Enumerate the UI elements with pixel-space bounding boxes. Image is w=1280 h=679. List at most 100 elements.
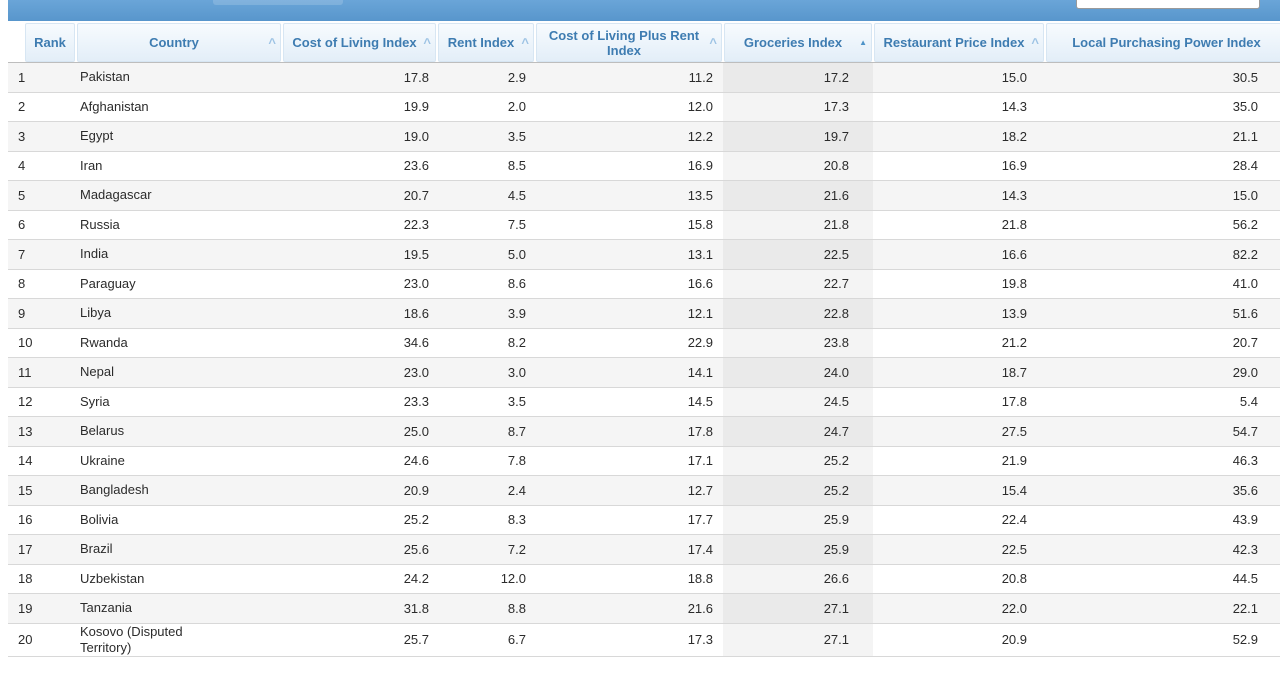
- sort-caret-icon: ^: [521, 34, 529, 50]
- value-cell: 3.5: [437, 387, 535, 417]
- value-cell: 16.6: [535, 269, 723, 299]
- value-cell: 30.5: [1045, 62, 1280, 93]
- value-cell: 28.4: [1045, 151, 1280, 181]
- column-header-cost-of-living-plus-rent-index[interactable]: Cost of Living Plus Rent Index ^: [535, 22, 723, 63]
- value-cell: 8.3: [437, 505, 535, 535]
- value-cell: 6.7: [437, 623, 535, 657]
- value-cell: 29.0: [1045, 357, 1280, 388]
- toolbar-control-clipped: [213, 0, 343, 5]
- country-cell: Syria: [76, 387, 282, 417]
- value-cell: 7.2: [437, 534, 535, 565]
- value-cell: 3.0: [437, 357, 535, 388]
- value-cell: 20.7: [282, 180, 437, 211]
- value-cell: 22.5: [873, 534, 1045, 565]
- value-cell: 82.2: [1045, 239, 1280, 270]
- value-cell: 24.7: [723, 416, 873, 447]
- sort-caret-icon: ^: [1031, 34, 1039, 50]
- value-cell: 19.0: [282, 121, 437, 152]
- rank-cell: 3: [8, 121, 76, 152]
- value-cell: 31.8: [282, 593, 437, 624]
- value-cell: 12.2: [535, 121, 723, 152]
- country-name: Rwanda: [80, 334, 128, 350]
- value-cell: 15.0: [1045, 180, 1280, 211]
- value-cell: 12.0: [535, 92, 723, 122]
- rank-cell: 1: [8, 62, 76, 93]
- country-cell: Madagascar: [76, 180, 282, 211]
- table-row: 8 Paraguay 23.0 8.6 16.6 22.7 19.8 41.0: [8, 269, 1280, 299]
- value-cell: 22.9: [535, 328, 723, 358]
- value-cell: 21.8: [873, 210, 1045, 240]
- value-cell: 17.4: [535, 534, 723, 565]
- rank-cell: 17: [8, 534, 76, 565]
- table-row: 4 Iran 23.6 8.5 16.9 20.8 16.9 28.4: [8, 151, 1280, 181]
- table-row: 18 Uzbekistan 24.2 12.0 18.8 26.6 20.8 44.5: [8, 564, 1280, 594]
- value-cell: 17.3: [723, 92, 873, 122]
- value-cell: 23.0: [282, 357, 437, 388]
- rank-cell: 10: [8, 328, 76, 358]
- table-row: 7 India 19.5 5.0 13.1 22.5 16.6 82.2: [8, 239, 1280, 270]
- value-cell: 21.2: [873, 328, 1045, 358]
- country-cell: Russia: [76, 210, 282, 240]
- country-name: Madagascar: [80, 187, 152, 203]
- value-cell: 23.0: [282, 269, 437, 299]
- column-header-rent-index[interactable]: Rent Index ^: [437, 22, 535, 63]
- value-cell: 5.0: [437, 239, 535, 270]
- value-cell: 23.8: [723, 328, 873, 358]
- table-row: 13 Belarus 25.0 8.7 17.8 24.7 27.5 54.7: [8, 416, 1280, 447]
- rank-cell: 4: [8, 151, 76, 181]
- sort-caret-icon: ^: [709, 34, 717, 50]
- value-cell: 20.8: [873, 564, 1045, 594]
- table-body: 1 Pakistan 17.8 2.9 11.2 17.2 15.0 30.5 2 Afghani…: [8, 62, 1280, 657]
- column-header-groceries-index[interactable]: Groceries Index ▲: [723, 22, 873, 63]
- value-cell: 17.8: [535, 416, 723, 447]
- value-cell: 42.3: [1045, 534, 1280, 565]
- value-cell: 35.6: [1045, 475, 1280, 506]
- table-filter-input[interactable]: [1076, 0, 1260, 9]
- value-cell: 25.7: [282, 623, 437, 657]
- value-cell: 25.2: [723, 475, 873, 506]
- value-cell: 24.6: [282, 446, 437, 476]
- value-cell: 22.4: [873, 505, 1045, 535]
- value-cell: 2.0: [437, 92, 535, 122]
- value-cell: 16.9: [873, 151, 1045, 181]
- value-cell: 34.6: [282, 328, 437, 358]
- column-header-cost-of-living-index[interactable]: Cost of Living Index ^: [282, 22, 437, 63]
- rank-cell: 5: [8, 180, 76, 211]
- country-name: Iran: [80, 157, 103, 173]
- value-cell: 7.5: [437, 210, 535, 240]
- table-row: 17 Brazil 25.6 7.2 17.4 25.9 22.5 42.3: [8, 534, 1280, 565]
- value-cell: 19.7: [723, 121, 873, 152]
- value-cell: 12.0: [437, 564, 535, 594]
- table-header: Rank Country ^ Cost of Living Index ^ Re…: [8, 22, 1280, 63]
- table-row: 9 Libya 18.6 3.9 12.1 22.8 13.9 51.6: [8, 298, 1280, 329]
- value-cell: 20.9: [282, 475, 437, 506]
- value-cell: 25.2: [282, 505, 437, 535]
- country-cell: Paraguay: [76, 269, 282, 299]
- country-cell: Libya: [76, 298, 282, 329]
- value-cell: 3.5: [437, 121, 535, 152]
- value-cell: 24.5: [723, 387, 873, 417]
- country-name: Ukraine: [80, 452, 125, 468]
- sort-caret-icon: ^: [268, 34, 276, 50]
- value-cell: 25.2: [723, 446, 873, 476]
- rank-cell: 9: [8, 298, 76, 329]
- value-cell: 19.9: [282, 92, 437, 122]
- rank-cell: 18: [8, 564, 76, 594]
- column-label: Rent Index: [447, 35, 515, 50]
- column-header-restaurant-price-index[interactable]: Restaurant Price Index ^: [873, 22, 1045, 63]
- value-cell: 44.5: [1045, 564, 1280, 594]
- column-header-country[interactable]: Country ^: [76, 22, 282, 63]
- value-cell: 13.5: [535, 180, 723, 211]
- value-cell: 11.2: [535, 62, 723, 93]
- table-row: 2 Afghanistan 19.9 2.0 12.0 17.3 14.3 35.0: [8, 92, 1280, 122]
- value-cell: 14.3: [873, 180, 1045, 211]
- column-header-local-purchasing-power-index[interactable]: Local Purchasing Power Index ^: [1045, 22, 1280, 63]
- value-cell: 20.9: [873, 623, 1045, 657]
- value-cell: 21.8: [723, 210, 873, 240]
- rank-cell: 8: [8, 269, 76, 299]
- value-cell: 25.0: [282, 416, 437, 447]
- country-name: Bangladesh: [80, 482, 149, 498]
- value-cell: 25.6: [282, 534, 437, 565]
- column-label: Local Purchasing Power Index: [1072, 35, 1261, 50]
- rank-cell: 12: [8, 387, 76, 417]
